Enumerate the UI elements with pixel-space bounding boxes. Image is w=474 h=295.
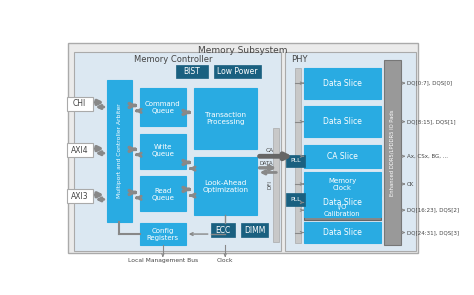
Bar [286, 155, 304, 167]
Bar [140, 134, 186, 169]
Bar [214, 65, 261, 78]
Text: Data Slice: Data Slice [323, 228, 362, 237]
Bar [285, 52, 416, 251]
Text: AXI4: AXI4 [71, 146, 89, 155]
Text: Read
Queue: Read Queue [151, 188, 174, 201]
Text: Enhanced DDR5/LPDDR5 IO Pads: Enhanced DDR5/LPDDR5 IO Pads [390, 109, 395, 196]
Bar [304, 173, 381, 196]
Bar [140, 88, 186, 126]
Bar [295, 68, 301, 243]
Text: Data Slice: Data Slice [323, 79, 362, 88]
Bar [286, 193, 304, 206]
Text: Clock: Clock [217, 258, 234, 263]
Text: CK: CK [407, 181, 414, 186]
Text: Data Slice: Data Slice [323, 198, 362, 207]
Bar [304, 200, 381, 220]
Bar [210, 223, 235, 237]
Bar [194, 157, 257, 215]
Text: ECC: ECC [215, 226, 230, 235]
Bar [304, 68, 381, 99]
Text: CHI: CHI [73, 99, 86, 109]
Text: Config
Registers: Config Registers [147, 227, 179, 240]
Text: PLL: PLL [290, 158, 301, 163]
Text: DQ[16:23], DQS[2]: DQ[16:23], DQS[2] [407, 208, 459, 213]
Text: DQ[0:7], DQS[0]: DQ[0:7], DQS[0] [407, 81, 452, 86]
Text: Transaction
Processing: Transaction Processing [205, 112, 246, 125]
Text: BIST: BIST [184, 67, 201, 76]
Text: DATA: DATA [260, 161, 273, 166]
Bar [384, 60, 401, 245]
Text: CA Slice: CA Slice [327, 152, 358, 161]
Text: Data Slice: Data Slice [323, 117, 362, 126]
Text: Memory
Clock: Memory Clock [328, 178, 356, 191]
Text: Multiport and Controller Arbiter: Multiport and Controller Arbiter [117, 104, 122, 198]
Text: I/O
Calibration: I/O Calibration [324, 204, 361, 217]
Text: Write
Queue: Write Queue [151, 144, 174, 158]
Bar [304, 106, 381, 137]
Text: Look-Ahead
Optimization: Look-Ahead Optimization [202, 180, 248, 193]
Text: DFI: DFI [267, 180, 273, 189]
Bar [66, 189, 93, 203]
Text: AXI3: AXI3 [71, 192, 89, 201]
Bar [66, 97, 93, 111]
Text: Local Management Bus: Local Management Bus [128, 258, 198, 263]
Bar [273, 128, 279, 242]
Bar [74, 52, 281, 251]
Text: CA: CA [266, 148, 274, 153]
Text: Low Power: Low Power [217, 67, 258, 76]
Text: PHY: PHY [292, 55, 308, 64]
Text: Command
Queue: Command Queue [145, 101, 181, 114]
Text: PLL: PLL [290, 197, 301, 202]
Text: DQ[24:31], DQS[3]: DQ[24:31], DQS[3] [407, 230, 459, 235]
Bar [176, 65, 208, 78]
Bar [304, 222, 381, 243]
Text: Ax, CSx, BG, ...: Ax, CSx, BG, ... [407, 154, 448, 159]
Bar [66, 143, 93, 157]
Bar [194, 88, 257, 149]
Text: Memory Controller: Memory Controller [134, 55, 212, 64]
Text: DQ[8:15], DQS[1]: DQ[8:15], DQS[1] [407, 119, 456, 124]
Bar [107, 80, 132, 222]
Text: Memory Subsystem: Memory Subsystem [198, 45, 288, 55]
Bar [304, 145, 381, 168]
Bar [304, 188, 381, 217]
Bar [241, 223, 268, 237]
Bar [140, 176, 186, 211]
Bar [140, 223, 186, 245]
Text: DIMM: DIMM [244, 226, 265, 235]
